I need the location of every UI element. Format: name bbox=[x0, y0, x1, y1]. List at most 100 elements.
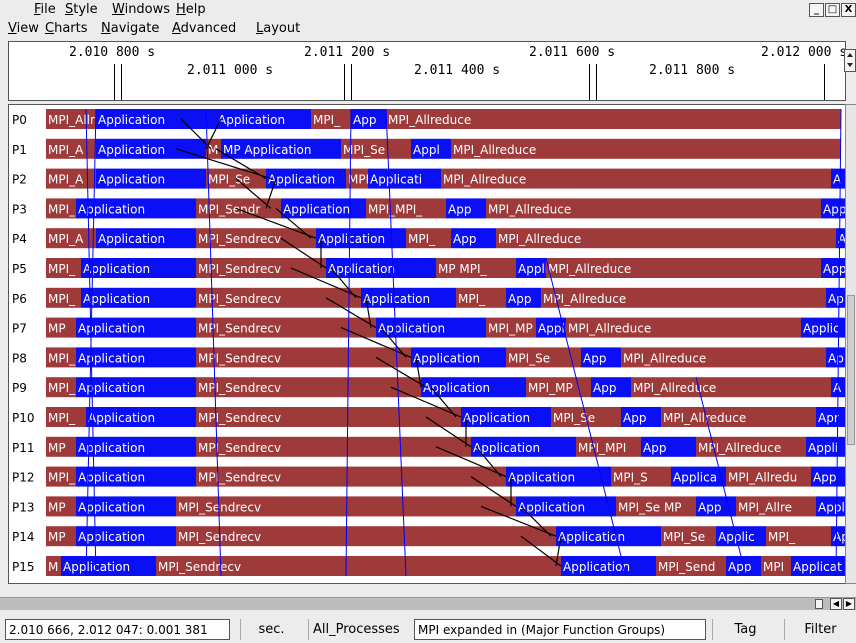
mpi-segment[interactable]: MPI_Allredu bbox=[726, 466, 811, 487]
application-segment[interactable]: Application bbox=[96, 109, 216, 129]
application-segment[interactable]: A bbox=[836, 228, 845, 249]
mpi-segment[interactable]: MPI_Sendrecv bbox=[196, 377, 421, 398]
application-segment[interactable]: Application bbox=[561, 556, 656, 576]
application-segment[interactable]: Appl bbox=[411, 138, 451, 159]
mpi-segment[interactable]: MP bbox=[46, 526, 76, 547]
menu-file[interactable]: File bbox=[34, 1, 56, 19]
mpi-segment[interactable]: M bbox=[46, 556, 61, 576]
mpi-segment[interactable]: MPI_Sendrecv bbox=[176, 526, 556, 547]
application-segment[interactable]: Application bbox=[461, 407, 551, 427]
filter-button[interactable]: Filter bbox=[784, 619, 856, 640]
ruler-spin-control[interactable] bbox=[844, 41, 856, 99]
mpi-segment[interactable]: MPI_Se MP bbox=[616, 496, 696, 517]
mpi-segment[interactable]: MPI_ bbox=[46, 407, 86, 427]
application-segment[interactable]: Appli bbox=[831, 526, 845, 547]
application-segment[interactable]: Ap bbox=[826, 287, 845, 308]
application-segment[interactable]: App bbox=[641, 436, 696, 457]
mpi-segment[interactable]: MPI_A bbox=[46, 138, 96, 159]
mpi-segment[interactable]: MPI_Send bbox=[656, 556, 726, 576]
mpi-segment[interactable]: MP bbox=[46, 317, 76, 338]
mpi-segment[interactable]: MP bbox=[46, 436, 76, 457]
application-segment[interactable]: Application bbox=[76, 526, 176, 547]
application-segment[interactable]: Application bbox=[81, 287, 196, 308]
mpi-segment[interactable]: MP MPI_ bbox=[436, 258, 516, 278]
mpi-segment[interactable]: MPI_Allreduce bbox=[541, 287, 826, 308]
process-group-selector[interactable]: All_Processes bbox=[308, 619, 414, 640]
application-segment[interactable]: Applicati bbox=[368, 168, 441, 189]
application-segment[interactable]: App bbox=[351, 109, 386, 129]
application-segment[interactable]: Application bbox=[96, 138, 206, 159]
application-segment[interactable]: App bbox=[451, 228, 496, 249]
application-segment[interactable]: Apr bbox=[816, 407, 845, 427]
application-segment[interactable]: Ap bbox=[826, 347, 845, 368]
mpi-segment[interactable]: MPI_ bbox=[46, 347, 76, 368]
mpi-segment[interactable]: MPI_ bbox=[311, 109, 351, 129]
mpi-segment[interactable]: MPI_Allreduce bbox=[386, 109, 841, 129]
application-segment[interactable]: Applica bbox=[671, 466, 726, 487]
scroll-left-button[interactable]: ◀ bbox=[830, 598, 842, 610]
mpi-segment[interactable]: MPI_Allre bbox=[736, 496, 816, 517]
mpi-segment[interactable]: MPI_Sendrecv bbox=[196, 287, 361, 308]
tag-button[interactable]: Tag bbox=[712, 619, 778, 640]
mpi-segment[interactable]: MPI_Sendrecv bbox=[176, 496, 516, 517]
mpi-segment[interactable]: MPI_ bbox=[456, 287, 506, 308]
application-segment[interactable]: Application bbox=[86, 407, 196, 427]
application-segment[interactable]: App bbox=[591, 377, 631, 398]
application-segment[interactable]: Application bbox=[81, 258, 196, 278]
application-segment[interactable]: Application bbox=[76, 377, 196, 398]
mpi-segment[interactable]: MPI_Allreduce bbox=[621, 347, 826, 368]
mpi-segment[interactable]: MPI_MP bbox=[526, 377, 591, 398]
mpi-segment[interactable]: MPI bbox=[346, 168, 369, 189]
application-segment[interactable]: A bbox=[831, 168, 845, 189]
application-segment[interactable]: App bbox=[696, 496, 736, 517]
application-segment[interactable]: Applicat bbox=[791, 556, 845, 576]
application-segment[interactable]: App bbox=[581, 347, 621, 368]
mpi-segment[interactable]: MPI_MPI bbox=[576, 436, 641, 457]
maximize-button[interactable]: □ bbox=[825, 3, 840, 17]
mpi-segment[interactable]: MPI_Sendrecv bbox=[196, 347, 411, 368]
close-button[interactable]: X bbox=[841, 3, 856, 17]
application-segment[interactable]: Application bbox=[516, 496, 616, 517]
application-segment[interactable]: Application bbox=[361, 287, 456, 308]
mpi-segment[interactable]: MPI_MP bbox=[486, 317, 536, 338]
application-segment[interactable]: Applic bbox=[801, 317, 845, 338]
mpi-segment[interactable]: MPI_ bbox=[766, 526, 831, 547]
vscroll-thumb[interactable] bbox=[847, 295, 855, 445]
application-segment[interactable]: App bbox=[821, 198, 845, 219]
mpi-segment[interactable]: MPI_Allreduce bbox=[486, 198, 821, 219]
application-segment[interactable]: Application bbox=[556, 526, 661, 547]
application-segment[interactable]: Application bbox=[421, 377, 526, 398]
application-segment[interactable]: App bbox=[446, 198, 486, 219]
mpi-segment[interactable]: MPI_Allr bbox=[46, 109, 96, 129]
application-segment[interactable]: Application bbox=[266, 168, 346, 189]
mpi-segment[interactable]: MPI_Allreduce bbox=[696, 436, 806, 457]
mpi-segment[interactable]: MPI_Allreduce bbox=[496, 228, 836, 249]
application-segment[interactable]: Application bbox=[76, 317, 196, 338]
mpi-segment[interactable]: MPI_Allreduce bbox=[441, 168, 831, 189]
mpi-segment[interactable]: MPI_Allreduce bbox=[451, 138, 841, 159]
mpi-segment[interactable]: MPI_ bbox=[46, 198, 76, 219]
application-segment[interactable]: Applic bbox=[816, 496, 845, 517]
timeline-vscrollbar[interactable] bbox=[845, 104, 856, 584]
application-segment[interactable]: Application bbox=[76, 198, 196, 219]
mpi-segment[interactable]: MPI_Sendrecv bbox=[196, 317, 376, 338]
application-segment[interactable]: Application bbox=[76, 466, 196, 487]
application-segment[interactable]: Application bbox=[216, 109, 311, 129]
application-segment[interactable]: App bbox=[821, 258, 845, 278]
menu-advanced[interactable]: Advanced bbox=[172, 20, 236, 38]
application-segment[interactable]: Application bbox=[411, 347, 506, 368]
application-segment[interactable]: App bbox=[621, 407, 661, 427]
application-segment[interactable]: Applic bbox=[716, 526, 766, 547]
unit-button[interactable]: sec. bbox=[240, 619, 302, 640]
menu-charts[interactable]: Charts bbox=[45, 20, 88, 38]
mpi-segment[interactable]: MPI_A bbox=[46, 168, 96, 189]
mpi-segment[interactable]: MPI_Allreduce bbox=[546, 258, 821, 278]
mpi-segment[interactable]: MPI_Se bbox=[661, 526, 716, 547]
mpi-segment[interactable]: MPI_Sendrecv bbox=[196, 258, 326, 278]
application-segment[interactable]: MP Application bbox=[221, 138, 341, 159]
mpi-segment[interactable]: MPI_Sendrecv bbox=[196, 466, 506, 487]
mpi-segment[interactable]: MPI_ bbox=[46, 377, 76, 398]
mpi-segment[interactable]: MPI_Sendrecv bbox=[196, 407, 461, 427]
menu-layout[interactable]: Layout bbox=[256, 20, 300, 38]
application-segment[interactable]: App bbox=[506, 287, 541, 308]
